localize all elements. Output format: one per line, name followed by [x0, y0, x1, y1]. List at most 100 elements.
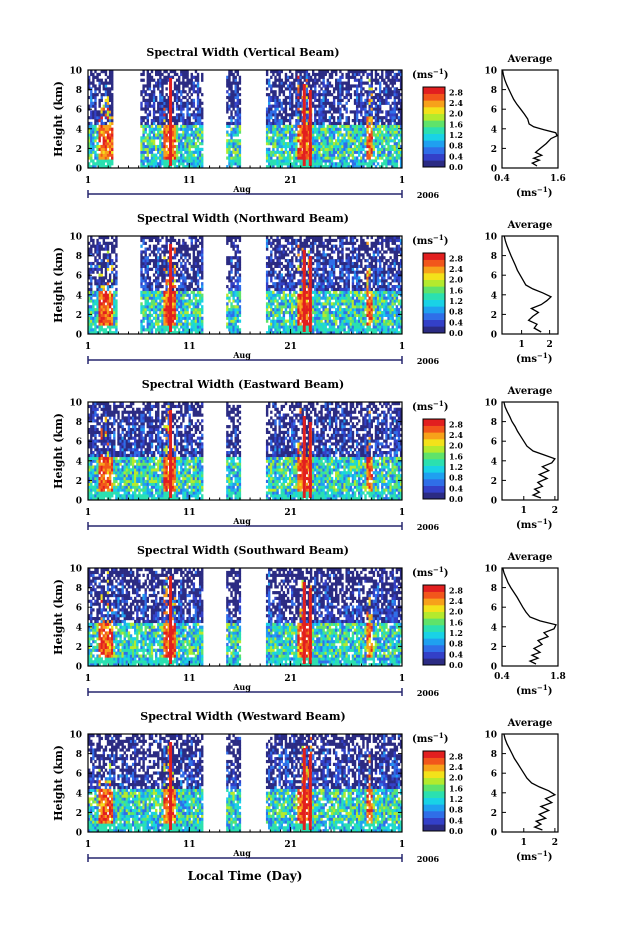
colorbar-tick-label: 1.6 [449, 119, 463, 129]
month-label: Aug [232, 682, 251, 692]
heatmap-cells [88, 568, 403, 667]
colorbar-frame [422, 86, 446, 168]
colorbar-swatch [423, 425, 445, 433]
profile-y-tick-label: 6 [491, 106, 497, 116]
profile-line [503, 401, 556, 499]
y-axis-label: Height (km) [52, 81, 65, 157]
profile-y-tick-label: 6 [491, 438, 497, 448]
month-label: Aug [232, 848, 251, 858]
colorbar-tick-label: 2.4 [449, 98, 463, 108]
colorbar-tick-label: 0.8 [449, 141, 463, 151]
y-tick-label: 8 [76, 86, 82, 96]
profile-y-tick-label: 0 [491, 331, 497, 341]
colorbar-swatch [423, 472, 445, 480]
profile-y-tick-label: 0 [491, 165, 497, 175]
colorbar-swatch [423, 326, 445, 334]
colorbar-swatch [423, 757, 445, 765]
profile-frame [501, 567, 559, 667]
y-tick-label: 2 [76, 311, 82, 321]
colorbar-tick-label: 2.0 [449, 607, 463, 617]
y-tick-label: 4 [76, 623, 82, 633]
panel-4: Spectral Width (Westward Beam)0246810Hei… [52, 710, 559, 864]
profile-y-tick-label: 4 [491, 623, 497, 633]
unit-exp: −1 [433, 67, 444, 76]
colorbar-swatch [423, 651, 445, 659]
streak [308, 422, 312, 498]
unit-base: (ms [516, 520, 537, 531]
profile-y-tick-label: 10 [484, 731, 497, 741]
x-tick-label: 21 [284, 508, 297, 518]
panel-2: Spectral Width (Eastward Beam)0246810Hei… [52, 378, 559, 532]
colorbar-swatch [423, 113, 445, 121]
colorbar-tick-label: 0.4 [449, 483, 463, 493]
profile-line [501, 69, 558, 167]
x-tick-label: 21 [284, 176, 297, 186]
profile-title: Average [507, 718, 553, 729]
y-tick-label: 6 [76, 770, 82, 780]
profile-y-tick-label: 10 [484, 399, 497, 409]
streak [302, 416, 306, 498]
streak [308, 256, 312, 332]
profile-y-tick-label: 2 [491, 477, 497, 487]
unit-close: ) [444, 568, 449, 579]
colorbar-tick-label: 0.8 [449, 805, 463, 815]
unit-exp: −1 [433, 399, 444, 408]
streak [169, 78, 173, 166]
profile-y-tick-label: 0 [491, 663, 497, 673]
profile-y-tick-label: 8 [491, 750, 497, 760]
profile-unit: (ms−1) [516, 185, 552, 199]
profile-y-tick-label: 8 [491, 584, 497, 594]
colorbar-swatch [423, 804, 445, 812]
colorbar-tick-label: 2.8 [449, 419, 463, 429]
y-tick-label: 8 [76, 750, 82, 760]
streak [169, 244, 173, 332]
panel-title: Spectral Width (Northward Beam) [137, 212, 349, 225]
x-tick-label: 1 [85, 840, 91, 850]
year-label: 2006 [417, 854, 440, 864]
colorbar-tick-label: 2.0 [449, 773, 463, 783]
colorbar-swatch [423, 100, 445, 108]
colorbar-unit: (ms−1) [412, 67, 448, 81]
panel-3: Spectral Width (Southward Beam)0246810He… [52, 544, 566, 698]
colorbar-swatch [423, 253, 445, 260]
profile-y-tick-label: 8 [491, 86, 497, 96]
unit-base: (ms [516, 686, 537, 697]
colorbar-tick-label: 2.0 [449, 109, 463, 119]
y-axis-label: Height (km) [52, 247, 65, 323]
streak [302, 582, 306, 664]
colorbar-swatch [423, 764, 445, 772]
colorbar-tick-label: 1.6 [449, 451, 463, 461]
y-tick-label: 10 [69, 399, 82, 409]
colorbar-swatch [423, 127, 445, 134]
colorbar-swatch [423, 266, 445, 274]
colorbar-swatch [423, 160, 445, 168]
profile-x-tick-label: 0.4 [494, 174, 510, 184]
colorbar-tick-label: 0.4 [449, 317, 463, 327]
colorbar-swatch [423, 645, 445, 652]
unit-close: ) [548, 520, 553, 531]
profile-title: Average [507, 552, 553, 563]
profile-x-tick-label: 1 [521, 506, 527, 516]
colorbar-tick-label: 0.4 [449, 151, 463, 161]
colorbar-tick-label: 2.8 [449, 751, 463, 761]
colorbar-swatch [423, 133, 445, 141]
colorbar-swatch [423, 618, 445, 626]
profile-line [503, 733, 557, 831]
plot-frame [87, 733, 403, 833]
profile-unit: (ms−1) [516, 849, 552, 863]
panel-1: Spectral Width (Northward Beam)0246810He… [52, 212, 559, 366]
colorbar-unit: (ms−1) [412, 399, 448, 413]
panel-title: Spectral Width (Vertical Beam) [146, 46, 339, 59]
plot-frame [87, 235, 403, 335]
profile-x-tick-label: 1.6 [550, 174, 566, 184]
colorbar-tick-label: 0.0 [449, 162, 463, 172]
unit-exp: −1 [537, 185, 548, 194]
colorbar-swatch [423, 107, 445, 114]
x-tick-label: 1 [85, 176, 91, 186]
profile-y-tick-label: 2 [491, 809, 497, 819]
colorbar-frame [422, 750, 446, 832]
profile-y-tick-label: 4 [491, 125, 497, 135]
x-tick-label: 1 [399, 840, 405, 850]
